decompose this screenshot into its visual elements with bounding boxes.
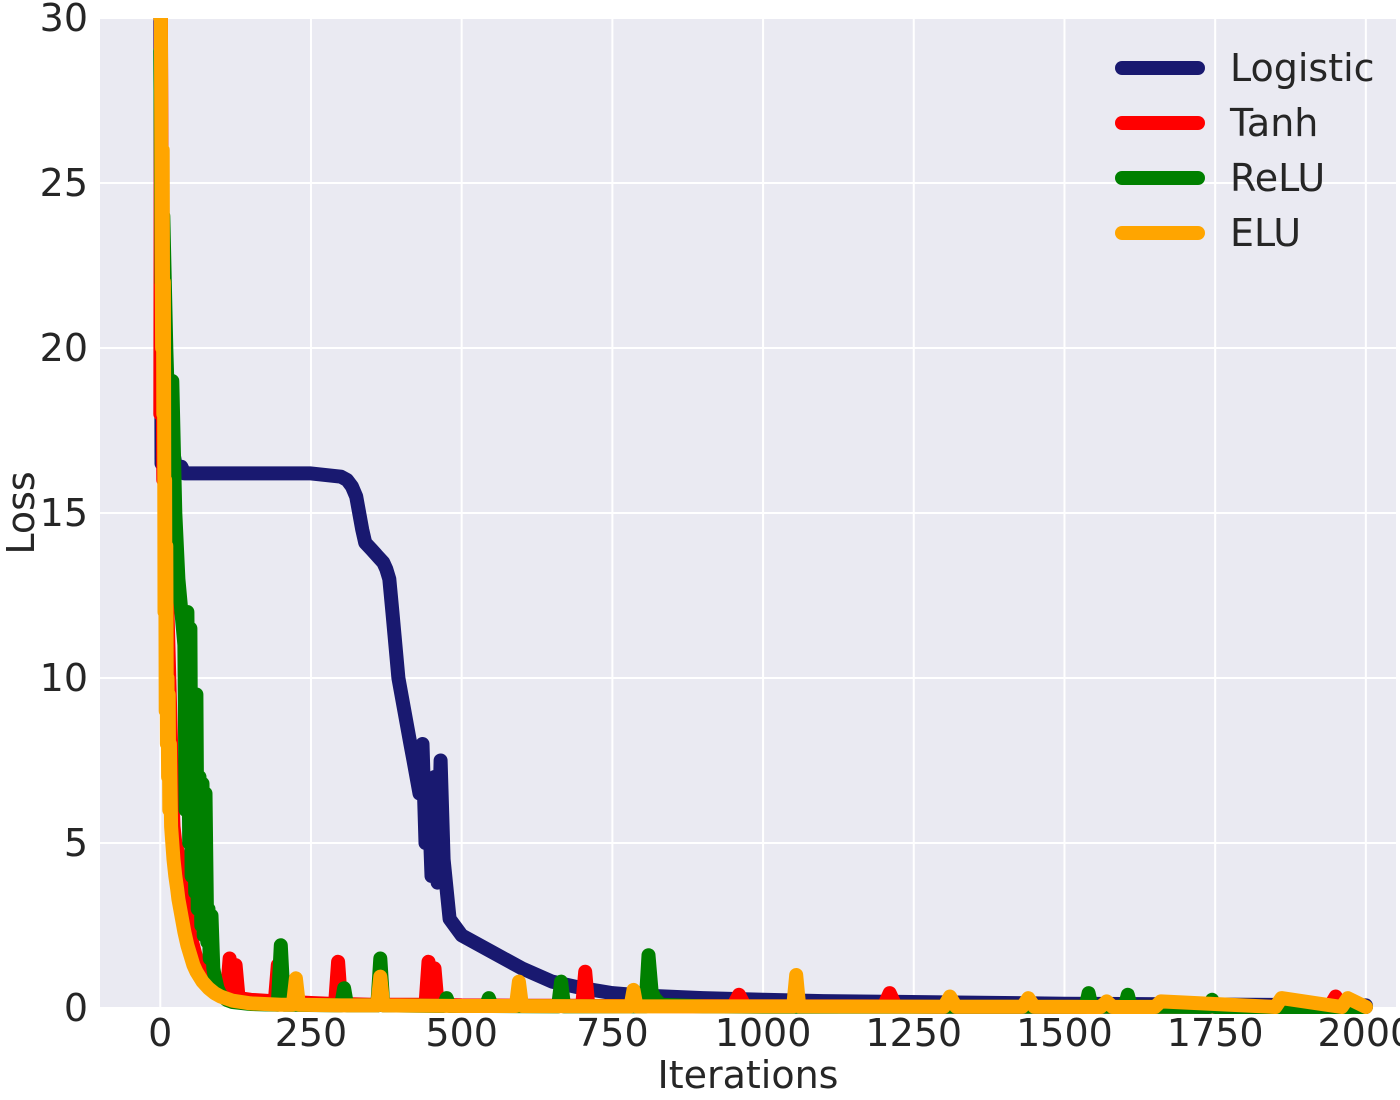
y-tick-label: 15 <box>40 491 88 535</box>
x-tick-label: 1750 <box>1167 1011 1264 1055</box>
legend: Logistic Tanh ReLU ELU <box>1115 46 1375 255</box>
legend-label-logistic: Logistic <box>1230 46 1375 90</box>
y-tick-label: 0 <box>64 986 88 1030</box>
x-tick-label: 500 <box>425 1011 498 1055</box>
legend-label-relu: ReLU <box>1230 156 1325 200</box>
x-tick-label: 1000 <box>715 1011 812 1055</box>
y-tick-label: 5 <box>64 821 88 865</box>
y-axis-label: Loss <box>0 471 43 554</box>
x-axis-label: Iterations <box>658 1053 839 1097</box>
y-tick-label: 25 <box>40 161 88 205</box>
x-tick-label: 750 <box>576 1011 649 1055</box>
y-tick-label: 10 <box>40 656 88 700</box>
legend-label-tanh: Tanh <box>1229 101 1318 145</box>
y-tick-label: 30 <box>40 0 88 40</box>
x-tick-label: 1250 <box>865 1011 962 1055</box>
x-tick-label: 1500 <box>1016 1011 1113 1055</box>
series-line-elu <box>153 18 1373 1014</box>
series-lines <box>153 18 1373 1014</box>
legend-label-elu: ELU <box>1230 211 1301 255</box>
x-tick-label: 0 <box>148 1011 172 1055</box>
y-tick-label: 20 <box>40 326 88 370</box>
series-line-logistic <box>153 18 1373 1013</box>
x-tick-label: 250 <box>275 1011 348 1055</box>
